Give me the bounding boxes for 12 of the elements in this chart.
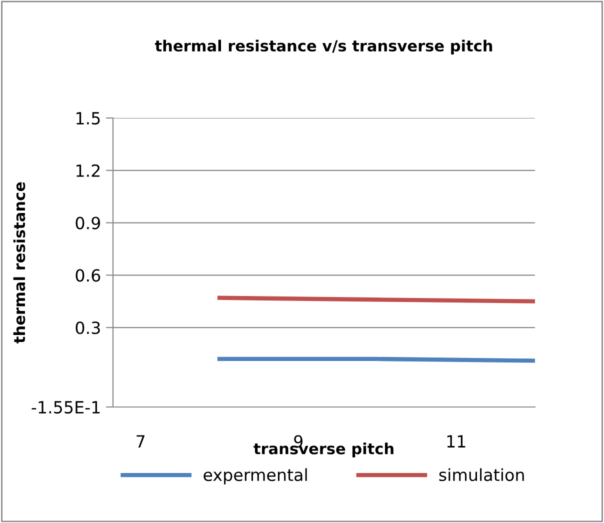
y-tick-label: 0.3 bbox=[76, 322, 100, 334]
y-tick-label: -1.55E-1 bbox=[32, 401, 100, 414]
chart-title: thermal resistance v/s transverse pitch bbox=[154, 40, 492, 55]
y-tick-label: 0.9 bbox=[76, 216, 100, 230]
x-tick-label: 7 bbox=[136, 435, 144, 448]
legend-label: simulation bbox=[439, 468, 524, 482]
x-tick-label: 11 bbox=[447, 435, 466, 448]
legend-label: expermental bbox=[204, 468, 307, 484]
y-tick-label: 1.2 bbox=[76, 164, 100, 177]
y-axis-title: thermal resistance bbox=[13, 182, 26, 344]
y-tick-label: 0.6 bbox=[76, 269, 100, 282]
y-tick-label: 1.5 bbox=[76, 112, 100, 125]
